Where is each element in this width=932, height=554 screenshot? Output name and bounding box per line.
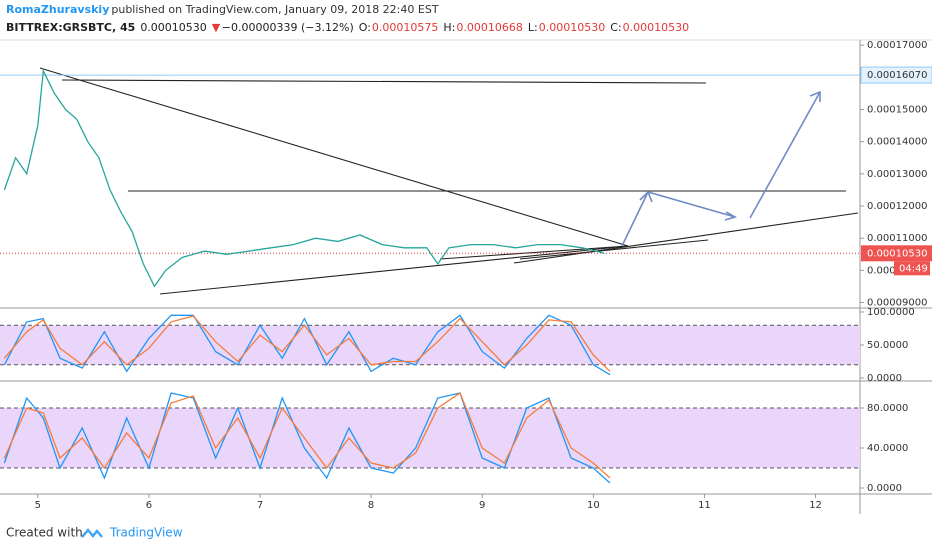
- quote-h-label: H:: [443, 21, 455, 34]
- level-tag: [860, 66, 932, 84]
- quote-l: 0.00010530: [539, 21, 605, 34]
- quote-o: 0.00010575: [372, 21, 438, 34]
- projection-arrows: [621, 90, 821, 247]
- quote-c-label: C:: [610, 21, 621, 34]
- y-tick-label: 0.00011000: [867, 233, 927, 244]
- created-with: Created with: [6, 526, 83, 540]
- quote-o-label: O:: [359, 21, 371, 34]
- author[interactable]: RomaZhuravskiy: [6, 3, 109, 16]
- quote-last: 0.00010530: [140, 21, 206, 34]
- quote-c: 0.00010530: [623, 21, 689, 34]
- plot: 5 6 7 8 9 10 11 12 0.00017000 0.00015000 0.0001400…: [0, 40, 932, 511]
- quote-symbol: BITTREX:GRSBTC, 45: [6, 21, 135, 34]
- published: published on TradingView.com, January 09…: [111, 3, 438, 16]
- y-tick-label: 80.0000: [867, 403, 908, 414]
- stoch-line: [3, 392, 611, 479]
- brand[interactable]: TradingView: [109, 526, 183, 540]
- x-tick-label: 6: [146, 500, 152, 511]
- x-tick-label: 11: [698, 500, 711, 511]
- quote-change: −0.00000339 (−3.12%): [222, 21, 354, 34]
- y-tick-label: 50.0000: [867, 340, 908, 351]
- drawings: [39, 67, 859, 295]
- quote-l-label: L:: [528, 21, 538, 34]
- last-tag: [861, 245, 932, 262]
- y-tick-label: 0.00009000: [867, 298, 927, 309]
- y-tick-label: 0.00013000: [867, 169, 927, 180]
- band: [0, 408, 860, 468]
- x-tick-label: 5: [35, 500, 41, 511]
- y-tick-label: 0.00014000: [867, 137, 927, 148]
- x-tick-label: 8: [368, 500, 374, 511]
- x-tick-label: 7: [257, 500, 263, 511]
- last-tag-label: 0.00010530: [867, 248, 927, 259]
- quote-h: 0.00010668: [456, 21, 522, 34]
- y-tick-label: 0.00012000: [867, 201, 927, 212]
- y-tick-label: 0.00015000: [867, 104, 927, 115]
- x-tick-label: 10: [587, 500, 600, 511]
- x-tick-label: 9: [479, 500, 485, 511]
- y-tick-label: 40.0000: [867, 443, 908, 454]
- y-tick-label: 0.00017000: [867, 40, 927, 51]
- x-tick-label: 12: [809, 500, 822, 511]
- price-line: [3, 68, 605, 288]
- band: [0, 325, 860, 365]
- y-tick-label: 0.0000: [867, 483, 902, 494]
- y-tick-label: 0.0000: [867, 373, 902, 384]
- countdown-tag: [894, 261, 930, 276]
- quote-arrow: ▼: [212, 21, 221, 34]
- logo: [81, 528, 103, 538]
- stoch-line: [3, 315, 611, 372]
- level-tag-label: 0.00016070: [867, 70, 927, 81]
- countdown: 04:49: [899, 263, 928, 274]
- y-tick-label: 100.0000: [867, 307, 915, 318]
- quote-line: BITTREX:GRSBTC, 45 0.00010530 ▼ −0.00000339…: [6, 21, 689, 34]
